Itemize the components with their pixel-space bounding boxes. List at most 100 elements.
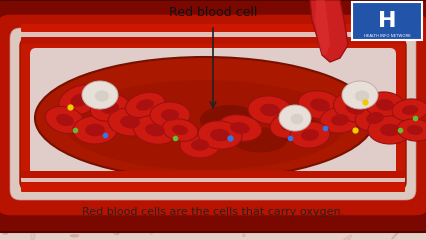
Ellipse shape <box>82 81 118 109</box>
Ellipse shape <box>194 65 207 70</box>
Ellipse shape <box>79 168 90 173</box>
Ellipse shape <box>117 224 122 234</box>
Ellipse shape <box>198 121 242 149</box>
Ellipse shape <box>136 99 154 111</box>
Ellipse shape <box>218 115 262 141</box>
Ellipse shape <box>356 198 362 204</box>
Ellipse shape <box>233 127 288 152</box>
Ellipse shape <box>290 122 330 148</box>
Ellipse shape <box>35 57 375 179</box>
Ellipse shape <box>82 171 84 176</box>
Ellipse shape <box>275 118 325 143</box>
Ellipse shape <box>3 232 8 234</box>
Ellipse shape <box>56 114 74 126</box>
Ellipse shape <box>45 32 55 37</box>
Ellipse shape <box>150 102 190 128</box>
Ellipse shape <box>392 99 426 121</box>
FancyBboxPatch shape <box>21 24 405 32</box>
FancyBboxPatch shape <box>30 48 396 178</box>
Ellipse shape <box>210 129 230 141</box>
Ellipse shape <box>106 166 109 168</box>
FancyBboxPatch shape <box>21 32 405 38</box>
Ellipse shape <box>356 157 358 168</box>
Ellipse shape <box>140 119 180 141</box>
Ellipse shape <box>341 235 352 240</box>
Ellipse shape <box>407 125 423 135</box>
Ellipse shape <box>334 93 377 123</box>
Ellipse shape <box>43 78 48 83</box>
Ellipse shape <box>164 9 177 13</box>
Ellipse shape <box>21 218 28 221</box>
Ellipse shape <box>168 143 172 152</box>
Ellipse shape <box>281 0 285 3</box>
Ellipse shape <box>271 18 276 22</box>
Ellipse shape <box>355 105 395 131</box>
Ellipse shape <box>59 85 101 115</box>
Ellipse shape <box>366 112 384 124</box>
Ellipse shape <box>335 153 345 159</box>
Ellipse shape <box>41 2 45 6</box>
Ellipse shape <box>125 92 164 118</box>
Ellipse shape <box>114 57 116 60</box>
Ellipse shape <box>185 16 189 21</box>
FancyBboxPatch shape <box>20 38 406 190</box>
Ellipse shape <box>177 48 185 52</box>
Ellipse shape <box>281 119 299 131</box>
Ellipse shape <box>365 59 368 61</box>
Ellipse shape <box>368 116 412 144</box>
Ellipse shape <box>99 158 104 168</box>
Ellipse shape <box>161 60 170 70</box>
Ellipse shape <box>135 26 141 32</box>
Ellipse shape <box>71 0 78 9</box>
Ellipse shape <box>288 79 292 84</box>
Ellipse shape <box>222 105 230 110</box>
Ellipse shape <box>345 146 354 154</box>
Ellipse shape <box>255 64 259 66</box>
Ellipse shape <box>215 50 221 58</box>
FancyBboxPatch shape <box>352 2 422 40</box>
Ellipse shape <box>268 168 276 180</box>
Ellipse shape <box>270 112 310 138</box>
Ellipse shape <box>194 78 198 82</box>
Polygon shape <box>310 0 348 62</box>
Text: Red blood cell: Red blood cell <box>169 6 257 18</box>
Ellipse shape <box>153 190 163 200</box>
Ellipse shape <box>124 99 129 103</box>
Ellipse shape <box>73 116 117 144</box>
Text: H: H <box>378 11 396 31</box>
Ellipse shape <box>376 99 394 111</box>
Ellipse shape <box>399 133 404 138</box>
Ellipse shape <box>200 105 260 135</box>
Ellipse shape <box>90 95 130 121</box>
Ellipse shape <box>161 109 179 121</box>
Ellipse shape <box>104 56 113 62</box>
FancyBboxPatch shape <box>21 176 405 182</box>
Ellipse shape <box>419 96 425 102</box>
Ellipse shape <box>328 110 372 130</box>
Ellipse shape <box>69 127 75 140</box>
Ellipse shape <box>326 110 336 120</box>
Ellipse shape <box>105 68 111 73</box>
Ellipse shape <box>172 125 188 135</box>
Ellipse shape <box>381 150 386 154</box>
Ellipse shape <box>255 98 268 103</box>
Ellipse shape <box>298 91 342 119</box>
Ellipse shape <box>133 116 177 144</box>
Ellipse shape <box>31 227 35 240</box>
Ellipse shape <box>248 96 292 124</box>
Ellipse shape <box>346 75 358 78</box>
Ellipse shape <box>155 225 164 231</box>
Ellipse shape <box>95 90 109 102</box>
Ellipse shape <box>121 75 129 83</box>
Ellipse shape <box>320 107 360 133</box>
Ellipse shape <box>380 124 400 136</box>
Ellipse shape <box>112 106 147 124</box>
Ellipse shape <box>342 81 378 109</box>
Ellipse shape <box>242 103 251 108</box>
FancyBboxPatch shape <box>21 171 405 178</box>
Ellipse shape <box>85 124 105 136</box>
Ellipse shape <box>191 139 209 151</box>
FancyBboxPatch shape <box>0 14 426 216</box>
Ellipse shape <box>150 225 153 235</box>
Ellipse shape <box>242 234 245 237</box>
